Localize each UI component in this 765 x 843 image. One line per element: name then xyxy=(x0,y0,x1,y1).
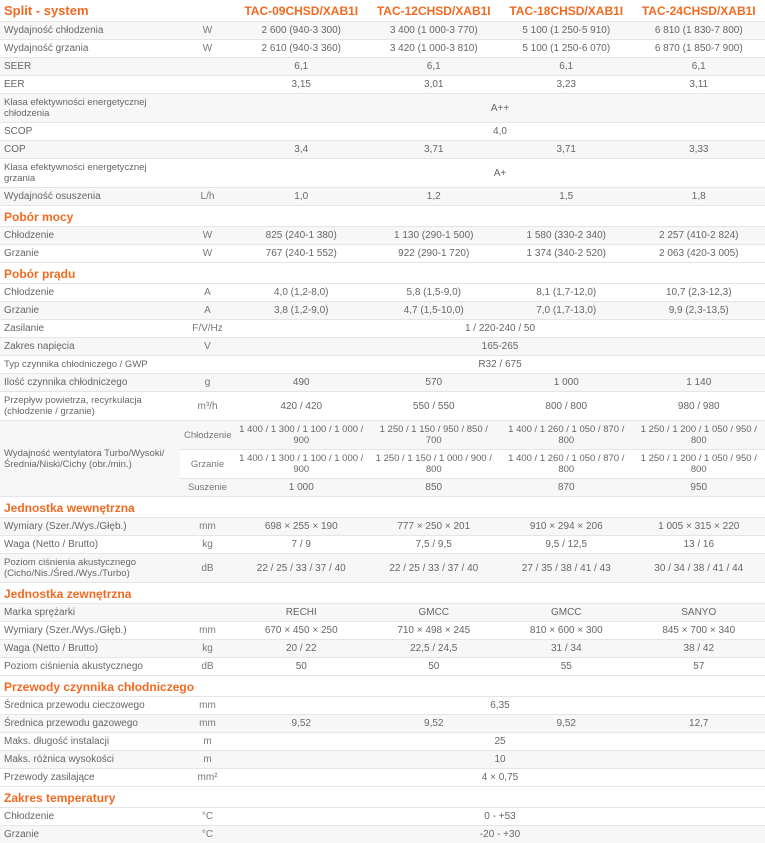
table-row: SCOP4,0 xyxy=(0,123,765,141)
table-row: ZasilanieF/V/Hz1 / 220-240 / 50 xyxy=(0,320,765,338)
model-0: TAC-09CHSD/XAB1I xyxy=(235,0,368,22)
model-3: TAC-24CHSD/XAB1I xyxy=(633,0,765,22)
spec-table: Split - system TAC-09CHSD/XAB1I TAC-12CH… xyxy=(0,0,765,843)
table-row: Klasa efektywności energetycznej chłodze… xyxy=(0,94,765,123)
table-row: Typ czynnika chłodniczego / GWPR32 / 675 xyxy=(0,356,765,374)
table-row: GrzanieA3,8 (1,2-9,0)4,7 (1,5-10,0)7,0 (… xyxy=(0,302,765,320)
table-row: Marka sprężarkiRECHIGMCCGMCCSANYO xyxy=(0,604,765,622)
table-row: Maks. długość instalacjim25 xyxy=(0,733,765,751)
table-row: SEER6,16,16,16,1 xyxy=(0,58,765,76)
table-row: GrzanieW767 (240-1 552)922 (290-1 720)1 … xyxy=(0,245,765,263)
section-jednostka-zew: Jednostka zewnętrzna xyxy=(0,583,765,604)
section-przewody: Przewody czynnika chłodniczego xyxy=(0,676,765,697)
table-row: Wydajność grzaniaW2 610 (940-3 360)3 420… xyxy=(0,40,765,58)
title: Split - system xyxy=(0,0,180,22)
model-1: TAC-12CHSD/XAB1I xyxy=(368,0,501,22)
table-row: Przepływ powietrza, recyrkulacja (chłodz… xyxy=(0,392,765,421)
table-row: ChłodzenieA4,0 (1,2-8,0)5,8 (1,5-9,0)8,1… xyxy=(0,284,765,302)
table-row: Przewody zasilającemm²4 × 0,75 xyxy=(0,769,765,787)
table-row: Zakres napięciaV165-265 xyxy=(0,338,765,356)
table-row: EER3,153,013,233,11 xyxy=(0,76,765,94)
section-zakres-temp: Zakres temperatury xyxy=(0,787,765,808)
table-row: Waga (Netto / Brutto)kg20 / 2222,5 / 24,… xyxy=(0,640,765,658)
table-row: Wymiary (Szer./Wys./Głęb.)mm698 × 255 × … xyxy=(0,518,765,536)
table-row: Ilość czynnika chłodniczegog4905701 0001… xyxy=(0,374,765,392)
table-row: Poziom ciśnienia akustycznegodB50505557 xyxy=(0,658,765,676)
table-row: Chłodzenie°C0 - +53 xyxy=(0,808,765,826)
table-row: Wydajność chłodzeniaW2 600 (940-3 300)3 … xyxy=(0,22,765,40)
section-pobor-mocy: Pobór mocy xyxy=(0,206,765,227)
table-row: Poziom ciśnienia akustycznego (Cicho/Nis… xyxy=(0,554,765,583)
model-2: TAC-18CHSD/XAB1I xyxy=(500,0,633,22)
table-row: COP3,43,713,713,33 xyxy=(0,141,765,159)
header-row: Split - system TAC-09CHSD/XAB1I TAC-12CH… xyxy=(0,0,765,22)
table-row: Klasa efektywności energetycznej grzania… xyxy=(0,159,765,188)
table-row: ChłodzenieW825 (240-1 380)1 130 (290-1 5… xyxy=(0,227,765,245)
section-jednostka-wew: Jednostka wewnętrzna xyxy=(0,497,765,518)
table-row: Wydajność osuszeniaL/h1,01,21,51,8 xyxy=(0,188,765,206)
table-row: Wymiary (Szer./Wys./Głęb.)mm670 × 450 × … xyxy=(0,622,765,640)
table-row: Średnica przewodu cieczowegomm6,35 xyxy=(0,697,765,715)
section-pobor-pradu: Pobór prądu xyxy=(0,263,765,284)
table-row: Wydajność wentylatora Turbo/Wysoki/Średn… xyxy=(0,421,765,450)
table-row: Grzanie°C-20 - +30 xyxy=(0,826,765,843)
table-row: Średnica przewodu gazowegomm9,529,529,52… xyxy=(0,715,765,733)
table-row: Waga (Netto / Brutto)kg7 / 97,5 / 9,59,5… xyxy=(0,536,765,554)
table-row: Maks. różnica wysokościm10 xyxy=(0,751,765,769)
